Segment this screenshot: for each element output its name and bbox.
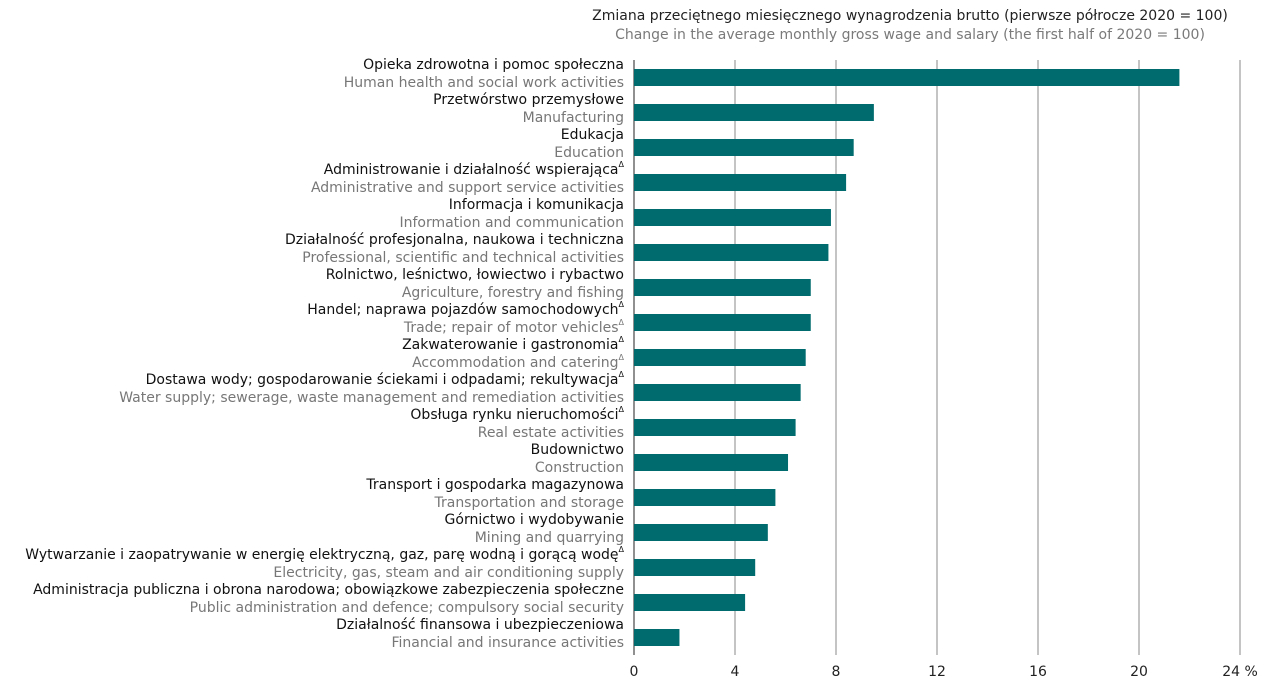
category-label-pl: Handel; naprawa pojazdów samochodowychΔ — [307, 300, 624, 318]
category-label-en: Human health and social work activities — [344, 75, 624, 91]
bars — [634, 69, 1180, 646]
x-axis-ticks: 0 4 8 12 16 20 24 % — [630, 664, 1258, 679]
bar — [634, 489, 776, 506]
x-tick-label: 16 — [1029, 664, 1047, 679]
bar — [634, 139, 854, 156]
category-label-pl: Przetwórstwo przemysłowe — [433, 92, 624, 108]
category-label-en: Public administration and defence; compu… — [190, 600, 624, 616]
category-label-pl: Administrowanie i działalność wspierając… — [324, 160, 625, 178]
category-label-en: Manufacturing — [523, 110, 624, 126]
category-label-pl: Rolnictwo, leśnictwo, łowiectwo i rybact… — [326, 267, 624, 283]
category-label-en: Professional, scientific and technical a… — [302, 250, 624, 266]
category-label-en: Real estate activities — [478, 425, 624, 441]
footnote-mark: Δ — [619, 335, 625, 344]
category-label-en: Administrative and support service activ… — [311, 180, 624, 196]
category-label-pl: Obsługa rynku nieruchomościΔ — [410, 405, 624, 423]
footnote-mark: Δ — [619, 545, 625, 554]
category-label-en: Transportation and storage — [433, 495, 624, 511]
category-label-pl: Wytwarzanie i zaopatrywanie w energię el… — [25, 545, 624, 563]
category-label-en: Agriculture, forestry and fishing — [402, 285, 624, 301]
bar — [634, 419, 796, 436]
bar — [634, 524, 768, 541]
category-label-pl: Administracja publiczna i obrona narodow… — [33, 582, 624, 598]
bar — [634, 104, 874, 121]
bar — [634, 629, 680, 646]
bar — [634, 244, 829, 261]
grid-lines — [633, 60, 1241, 655]
category-label-pl: Edukacja — [561, 127, 624, 143]
bar — [634, 594, 746, 611]
chart-title: Zmiana przeciętnego miesięcznego wynagro… — [592, 8, 1228, 24]
category-label-pl: Działalność profesjonalna, naukowa i tec… — [285, 232, 624, 248]
category-label-en: Construction — [535, 460, 624, 476]
footnote-mark: Δ — [619, 353, 625, 362]
bar — [634, 314, 811, 331]
footnote-mark: Δ — [619, 370, 625, 379]
bar — [634, 209, 831, 226]
category-label-en: Information and communication — [399, 215, 624, 231]
category-label-en: Mining and quarrying — [475, 530, 624, 546]
category-label-pl: Górnictwo i wydobywanie — [445, 512, 624, 528]
category-label-en: Accommodation and cateringΔ — [412, 353, 624, 371]
category-label-pl: Opieka zdrowotna i pomoc społeczna — [363, 57, 624, 73]
bar — [634, 174, 847, 191]
category-label-en: Water supply; sewerage, waste management… — [119, 390, 624, 406]
category-labels: Opieka zdrowotna i pomoc społeczna Human … — [25, 57, 624, 651]
category-label-en: Trade; repair of motor vehiclesΔ — [403, 318, 625, 336]
bar — [634, 349, 806, 366]
category-label-en: Education — [554, 145, 624, 161]
x-tick-label: 8 — [832, 664, 841, 679]
category-label-pl: Budownictwo — [531, 442, 624, 458]
chart-subtitle: Change in the average monthly gross wage… — [615, 27, 1205, 43]
category-label-pl: Transport i gospodarka magazynowa — [365, 477, 624, 493]
bar — [634, 69, 1180, 86]
bar — [634, 454, 789, 471]
footnote-mark: Δ — [619, 160, 625, 169]
category-label-en: Electricity, gas, steam and air conditio… — [273, 565, 624, 581]
footnote-mark: Δ — [619, 318, 625, 327]
bar — [634, 384, 801, 401]
bar — [634, 559, 756, 576]
x-tick-label: 20 — [1130, 664, 1148, 679]
x-tick-label: 12 — [928, 664, 946, 679]
x-tick-label: 0 — [630, 664, 639, 679]
category-label-pl: Dostawa wody; gospodarowanie ściekami i … — [146, 370, 625, 388]
bar — [634, 279, 811, 296]
category-label-pl: Działalność finansowa i ubezpieczeniowa — [336, 617, 624, 633]
x-tick-label: 24 % — [1222, 664, 1258, 679]
category-label-pl: Zakwaterowanie i gastronomiaΔ — [402, 335, 624, 353]
footnote-mark: Δ — [619, 405, 625, 414]
category-label-en: Financial and insurance activities — [391, 635, 624, 651]
category-label-pl: Informacja i komunikacja — [449, 197, 624, 213]
footnote-mark: Δ — [619, 300, 625, 309]
x-tick-label: 4 — [731, 664, 740, 679]
